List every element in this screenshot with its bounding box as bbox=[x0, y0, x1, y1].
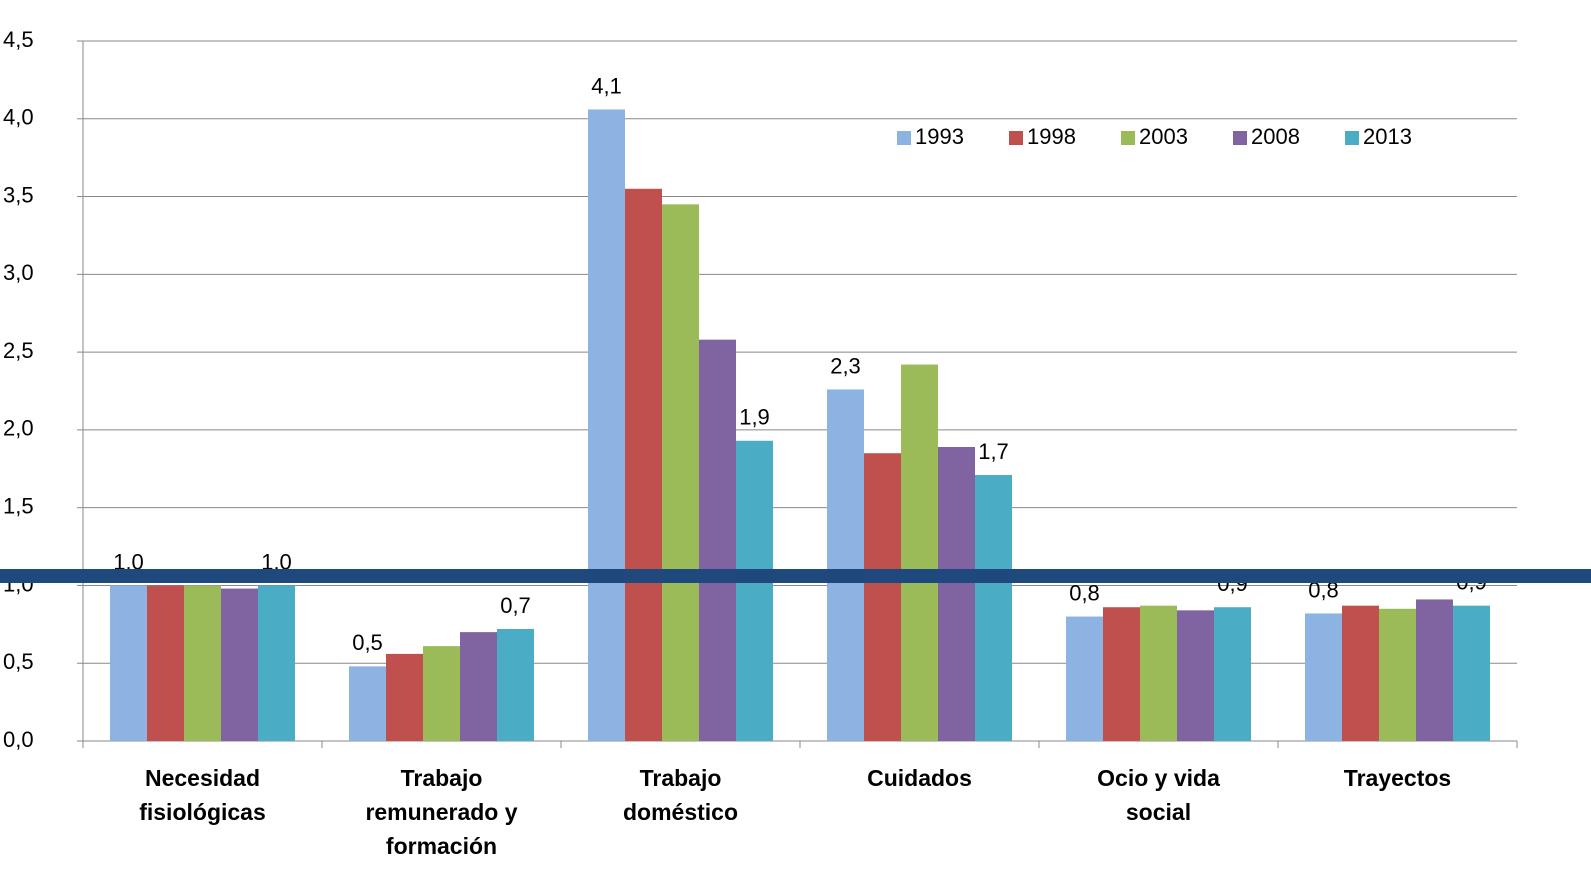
bar bbox=[736, 440, 773, 741]
x-tick-label: Cuidados bbox=[867, 765, 972, 791]
bar bbox=[1140, 605, 1177, 741]
bar bbox=[588, 109, 625, 741]
x-tick-label: Trabajo remunerado y formación bbox=[365, 765, 518, 859]
y-tick-label: 4,5 bbox=[3, 27, 34, 52]
y-tick-label: 2,5 bbox=[3, 338, 34, 363]
bar bbox=[1177, 610, 1214, 741]
overlay-line bbox=[0, 569, 1591, 583]
bar bbox=[662, 204, 699, 742]
y-tick-label: 0,0 bbox=[3, 727, 34, 752]
data-label: 0,5 bbox=[352, 630, 383, 655]
y-tick-label: 3,0 bbox=[3, 260, 34, 285]
bar bbox=[110, 585, 147, 741]
bar bbox=[938, 447, 975, 741]
bar bbox=[258, 585, 295, 741]
data-label: 0,7 bbox=[500, 593, 531, 618]
legend-swatch bbox=[1121, 131, 1135, 145]
data-label: 1,9 bbox=[739, 405, 770, 430]
bar bbox=[349, 666, 386, 741]
y-tick-label: 0,5 bbox=[3, 649, 34, 674]
legend-swatch bbox=[1009, 131, 1023, 145]
bar bbox=[1066, 616, 1103, 741]
bar bbox=[699, 339, 736, 741]
legend-swatch bbox=[1345, 131, 1359, 145]
bar bbox=[1453, 605, 1490, 741]
x-tick-label: Trayectos bbox=[1343, 765, 1452, 791]
data-label: 4,1 bbox=[591, 73, 622, 98]
legend-swatch bbox=[897, 131, 911, 145]
x-tick-label: Ocio y vida social bbox=[1097, 765, 1220, 825]
legend-label: 2003 bbox=[1139, 124, 1188, 149]
bar bbox=[423, 646, 460, 741]
legend-label: 2013 bbox=[1363, 124, 1412, 149]
x-tick-label: Trabajo doméstico bbox=[622, 765, 739, 825]
bar bbox=[1342, 605, 1379, 741]
legend-label: 1993 bbox=[915, 124, 964, 149]
y-tick-label: 3,5 bbox=[3, 182, 34, 207]
bar bbox=[864, 453, 901, 741]
bar bbox=[827, 389, 864, 741]
bar bbox=[1214, 607, 1251, 741]
legend-swatch bbox=[1233, 131, 1247, 145]
bar bbox=[901, 364, 938, 741]
bar bbox=[497, 629, 534, 741]
bar bbox=[147, 585, 184, 741]
bar bbox=[625, 188, 662, 741]
data-label: 1,7 bbox=[978, 439, 1009, 464]
y-tick-label: 2,0 bbox=[3, 416, 34, 441]
data-label: 2,3 bbox=[830, 353, 861, 378]
bar bbox=[975, 475, 1012, 741]
data-label: 0,8 bbox=[1069, 580, 1100, 605]
bar bbox=[184, 585, 221, 741]
y-tick-label: 1,5 bbox=[3, 493, 34, 518]
bar bbox=[1416, 599, 1453, 741]
bar bbox=[1379, 608, 1416, 741]
x-tick-label: Necesidad fisiológicas bbox=[139, 765, 266, 825]
bar bbox=[386, 653, 423, 741]
y-tick-label: 4,0 bbox=[3, 105, 34, 130]
legend-label: 2008 bbox=[1251, 124, 1300, 149]
legend-label: 1998 bbox=[1027, 124, 1076, 149]
bar bbox=[1305, 613, 1342, 741]
bar bbox=[460, 632, 497, 741]
bar bbox=[1103, 607, 1140, 741]
bar bbox=[221, 588, 258, 741]
